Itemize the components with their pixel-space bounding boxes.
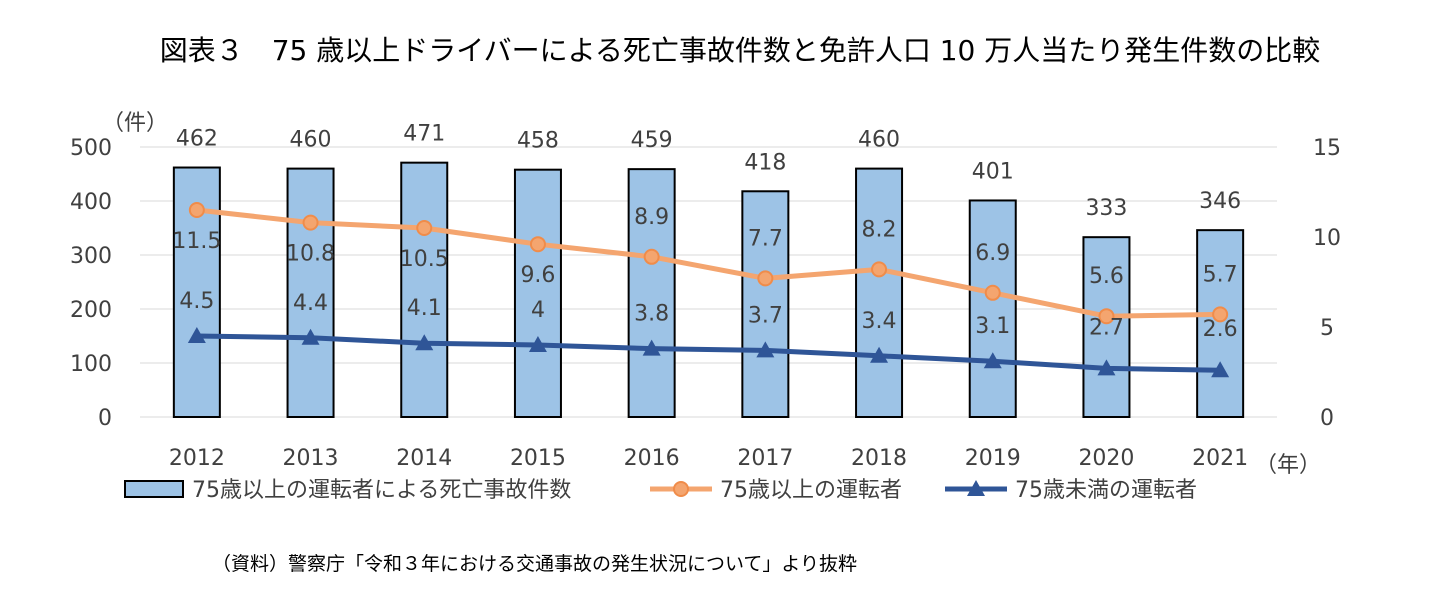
left-tick-0: 0 [98,406,112,431]
point-over75-2015 [529,236,546,253]
point-over75-2020 [1098,308,1115,325]
bar-label-2021: 346 [1199,189,1241,214]
label-under75-2020: 2.7 [1089,315,1124,340]
legend-label-bars: 75歳以上の運転者による死亡事故件数 [192,478,571,503]
point-under75-2021 [1211,361,1230,378]
right-axis-ticks: 0 5 10 15 [1313,136,1341,431]
bar-2016 [627,168,676,418]
line-over75 [196,207,1221,319]
point-under75-2018 [870,346,889,363]
bar-label-2019: 401 [972,159,1014,184]
left-tick-500: 500 [70,136,112,161]
label-over75-2019: 6.9 [975,241,1010,266]
point-over75-2016 [643,248,660,265]
label-over75-2021: 5.7 [1203,262,1238,287]
legend-marker-under75 [967,480,985,496]
x-tick-2014: 2014 [396,446,452,471]
legend-swatch-bars [124,480,184,498]
line-series: 11.5 10.8 10.5 9.6 8.9 7.7 8.2 6.9 5.6 5.7 4.5 4.4 4… [172,202,1238,378]
bar-label-2012: 462 [176,127,218,152]
point-over75-2017 [757,270,774,287]
bar-label-2016: 459 [631,128,673,153]
label-over75-2016: 8.9 [634,205,669,230]
x-tick-2016: 2016 [624,446,680,471]
point-under75-2015 [528,336,547,352]
legend-label-under75: 75歳未満の運転者 [1015,478,1197,503]
point-over75-2012 [188,202,205,218]
x-tick-2021: 2021 [1192,446,1248,471]
point-over75-2014 [416,220,433,236]
left-axis-unit: （件） [102,111,168,136]
bar-2020 [1082,236,1131,418]
point-over75-2013 [302,214,319,231]
label-under75-2017: 3.7 [748,303,783,328]
point-over75-2019 [984,284,1001,301]
label-over75-2014: 10.5 [400,247,449,272]
bar-series: 462 460 471 458 459 418 460 401 333 346 [172,122,1245,418]
point-under75-2020 [1097,359,1116,376]
label-over75-2015: 9.6 [520,263,555,288]
x-tick-2017: 2017 [737,446,793,471]
point-under75-2016 [642,339,661,356]
bar-label-2020: 333 [1085,196,1127,221]
x-axis-unit: （年） [1255,453,1321,478]
point-over75-2021 [1212,306,1229,323]
legend-label-over75: 75歳以上の運転者 [720,478,902,503]
bar-2021 [1196,229,1245,418]
label-under75-2016: 3.8 [634,302,669,327]
point-under75-2017 [756,341,775,358]
x-tick-2019: 2019 [965,446,1021,471]
bar-2013 [286,167,335,418]
point-over75-2018 [871,261,888,278]
label-over75-2017: 7.7 [748,226,783,251]
left-tick-400: 400 [70,190,112,215]
label-under75-2015: 4 [531,298,545,323]
point-under75-2019 [983,352,1002,369]
x-tick-2018: 2018 [851,446,907,471]
bar-label-2018: 460 [858,128,900,153]
label-under75-2021: 2.6 [1203,317,1238,342]
bar-2014 [400,161,449,418]
right-tick-15: 15 [1313,136,1341,161]
legend: 75歳以上の運転者による死亡事故件数 75歳以上の運転者 75歳未満の運転者 [124,478,1197,503]
x-tick-2020: 2020 [1078,446,1134,471]
chart-title: 図表３ 75 歳以上ドライバーによる死亡事故件数と免許人口 10 万人当たり発生… [160,34,1321,67]
left-axis-ticks: 0 100 200 300 400 500 [70,136,112,431]
x-tick-2015: 2015 [510,446,566,471]
bar-label-2015: 458 [517,129,559,154]
right-tick-5: 5 [1320,316,1334,341]
right-tick-10: 10 [1313,226,1341,251]
point-under75-2013 [301,328,320,345]
bar-2019 [968,199,1017,418]
source-note: （資料）警察庁「令和３年における交通事故の発生状況について」より抜粋 [212,553,857,575]
x-tick-2012: 2012 [169,446,225,471]
left-tick-300: 300 [70,244,112,269]
bar-label-2014: 471 [403,122,445,147]
bar-label-2017: 418 [744,150,786,175]
left-tick-200: 200 [70,298,112,323]
bar-2018 [855,167,904,418]
left-tick-100: 100 [70,352,112,377]
label-over75-2012: 11.5 [172,229,221,254]
x-tick-2013: 2013 [283,446,339,471]
label-under75-2013: 4.4 [293,291,328,316]
bar-2015 [513,168,562,418]
right-tick-0: 0 [1320,406,1334,431]
x-axis-ticks: 2012 2013 2014 2015 2016 2017 2018 2019 2020 2021 [169,446,1248,471]
legend-marker-over75 [673,481,689,497]
bar-label-2013: 460 [290,128,332,153]
label-over75-2013: 10.8 [286,242,335,267]
label-under75-2012: 4.5 [179,289,214,314]
label-under75-2019: 3.1 [975,314,1010,339]
label-over75-2018: 8.2 [862,217,897,242]
bar-2017 [741,190,790,418]
label-under75-2018: 3.4 [862,309,897,334]
point-under75-2012 [187,327,206,343]
line-under75 [196,333,1221,373]
label-over75-2020: 5.6 [1089,264,1124,289]
point-under75-2014 [415,334,434,351]
label-under75-2014: 4.1 [407,296,442,321]
